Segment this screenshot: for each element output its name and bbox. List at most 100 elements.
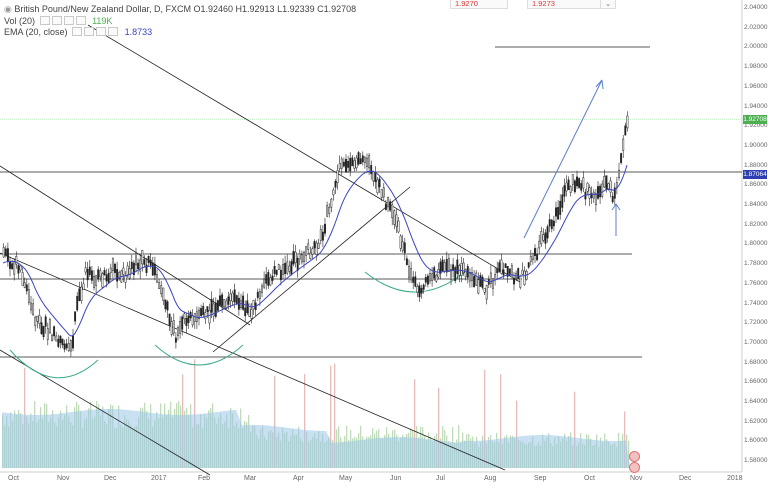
candle-body [267,272,270,286]
candle-body [586,182,589,192]
trend-line [87,24,521,283]
time-axis-label: Dec [679,475,692,482]
candle-body [599,185,602,198]
candle-body [618,169,620,178]
candle-body [263,278,266,288]
candle-body [376,179,379,194]
candle-body [6,248,9,262]
candle-body [336,169,339,184]
candle-body [88,266,91,275]
eye-toggle-icon[interactable] [39,16,50,25]
candle-body [290,261,293,275]
candle-body [321,231,324,241]
ema-label[interactable]: EMA (20, close) [4,27,68,37]
candle-body [418,285,421,298]
candle-body [607,183,610,190]
candle-body [130,261,133,270]
volume-label[interactable]: Vol (20) [4,16,36,26]
dividend-event-icon[interactable] [629,462,640,473]
candle-body [292,251,295,265]
candle-body [624,125,627,136]
candle-body [135,253,137,266]
price-axis-label: 1.98000 [744,63,768,71]
candle-body [620,153,623,163]
candle-body [309,252,312,260]
candle-body [592,191,595,199]
candle-body [225,300,228,310]
candle-body [181,316,184,330]
candle-body [494,274,497,281]
close-icon[interactable] [96,27,107,36]
candle-body [363,157,366,164]
price-axis-label: 2.00000 [744,43,768,51]
candle-body [38,315,41,324]
candle-body [513,277,515,285]
candle-body [462,262,465,273]
earnings-event-icon[interactable] [629,451,640,462]
more-icon[interactable] [75,16,86,25]
eye-icon[interactable]: ◉ [4,4,12,14]
candle-body [384,203,387,210]
candle-body [183,313,186,320]
symbol-title[interactable]: British Pound/New Zealand Dollar, D, FXC… [14,4,191,14]
candle-body [431,273,434,281]
candle-body [235,295,238,305]
candle-body [90,270,93,281]
candle-body [416,286,419,293]
settings-icon[interactable] [51,16,62,25]
volume-bar [500,374,502,468]
ema-value: 1.8733 [124,27,153,37]
time-axis-label: Sep [534,475,547,482]
close-value: C1.92708 [317,4,357,14]
candle-body [109,267,112,274]
candle-body [401,241,404,251]
candle-body [147,256,150,264]
candle-body [19,265,22,271]
candle-body [122,267,125,275]
settings-icon[interactable] [84,27,95,36]
dropdown-toggle[interactable]: ⌄ [600,0,616,9]
more-icon[interactable] [108,27,119,36]
eye-toggle-icon[interactable] [72,27,83,36]
low-value: L1.92339 [277,4,315,14]
volume-bar [414,379,416,468]
candle-body [481,276,484,288]
candle-body [246,300,249,314]
bid-box[interactable]: 1.9270 [450,0,508,9]
candle-body [468,271,471,282]
candle-body [464,269,467,278]
candle-body [93,276,95,288]
close-icon[interactable] [63,16,74,25]
candle-body [15,256,18,265]
candle-body [429,273,431,282]
candle-body [95,275,98,286]
candle-body [359,158,362,164]
ema-legend: EMA (20, close) 1.8733 [4,27,152,38]
candle-body [143,259,146,265]
candle-body [101,273,104,288]
candle-body [63,343,66,350]
candle-body [168,313,171,326]
candle-body [546,226,549,239]
candle-body [422,284,425,290]
candle-body [166,301,169,311]
time-axis-label: Nov [57,475,70,482]
candle-body [357,152,360,165]
candle-body [349,157,352,172]
candle-body [177,327,179,336]
candle-body [103,270,106,275]
candle-body [555,207,557,217]
candle-body [13,261,16,275]
candle-body [307,243,310,250]
candle-body [496,268,499,274]
candle-body [288,265,291,272]
candle-body [342,161,345,167]
ask-box[interactable]: 1.9273 [527,0,609,9]
candle-body [273,266,276,274]
candle-body [571,174,574,185]
price-axis-label: 1.92000 [744,122,768,130]
time-axis-label: Oct [8,475,19,482]
candle-body [212,303,215,317]
